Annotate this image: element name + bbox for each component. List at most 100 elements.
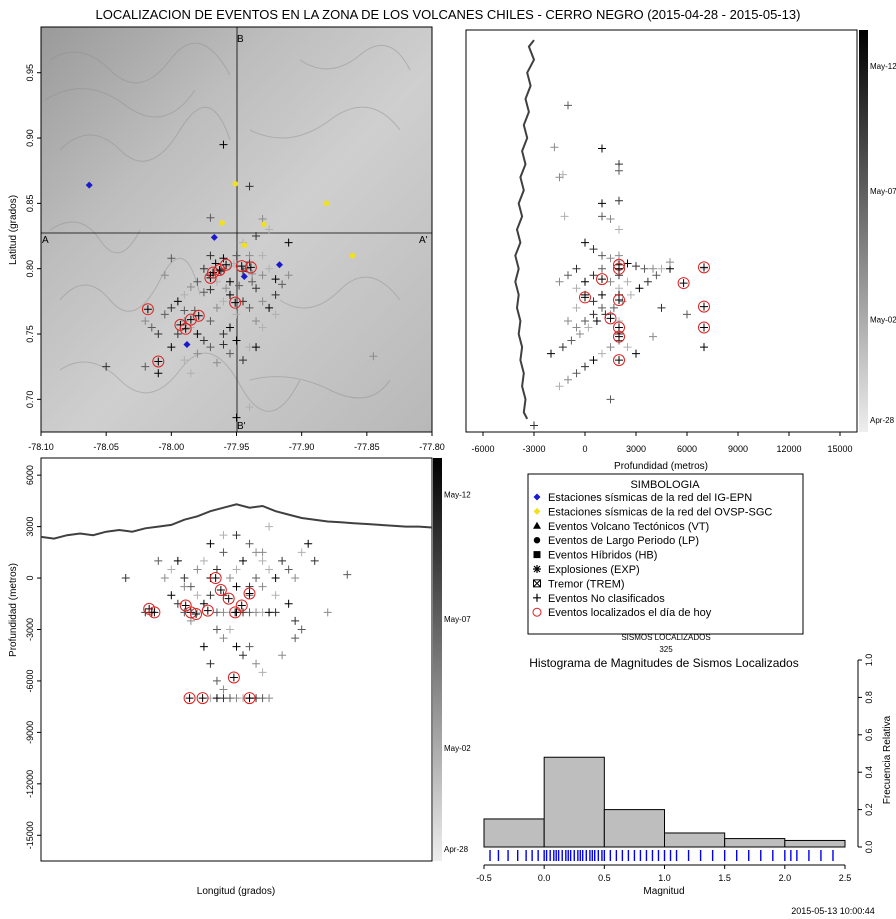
- histogram-y-tick-label: 0.8: [864, 691, 874, 704]
- event-marker: [219, 340, 228, 349]
- lon-y-tick-label: 0: [25, 576, 35, 581]
- today-event-marker-marker: [192, 610, 201, 619]
- histogram-bar: [724, 838, 786, 848]
- event-marker: [555, 173, 564, 182]
- timestamp: 2015-05-13 10:00:44: [791, 906, 875, 916]
- today-event-marker-marker: [154, 357, 163, 366]
- event-marker: [239, 356, 248, 365]
- event-marker: [206, 343, 215, 352]
- today-event-marker-marker: [203, 606, 212, 615]
- event-marker: [186, 282, 195, 291]
- colorbar-label: May-02: [444, 744, 471, 753]
- event-marker: [252, 574, 261, 583]
- event-marker: [572, 323, 581, 332]
- event-marker: [219, 531, 228, 540]
- legend-label: Eventos No clasificados: [548, 593, 665, 605]
- today-event-marker: [141, 303, 154, 316]
- event-marker: [649, 264, 657, 273]
- event-marker: [180, 582, 189, 591]
- colorbar-label: Apr-28: [870, 416, 895, 425]
- topography-line-longitude: [40, 503, 433, 540]
- today-event-marker-marker: [181, 324, 190, 333]
- event-marker: [606, 395, 615, 404]
- event-marker: [102, 362, 111, 371]
- event-marker: [212, 676, 221, 685]
- today-event-marker-marker: [598, 275, 606, 284]
- today-event-marker: [190, 608, 203, 621]
- event-marker: [258, 323, 267, 332]
- today-event-marker: [613, 294, 625, 307]
- event-marker: [245, 251, 254, 260]
- event-marker: [225, 349, 234, 358]
- event-marker: [652, 271, 661, 280]
- depth-x-tick-label: 6000: [677, 444, 697, 454]
- lon-x-label: Longitud (grados): [197, 886, 275, 897]
- event-marker: [252, 316, 261, 325]
- event-marker: [555, 277, 564, 286]
- event-marker: [598, 199, 606, 208]
- event-marker: [609, 303, 618, 312]
- legend-symbol-plus: [533, 593, 541, 602]
- event-marker: [589, 310, 598, 319]
- map-y-axis: 0.70 0.75 0.80 0.85 0.90 0.95: [25, 64, 41, 408]
- event-marker: [271, 310, 280, 319]
- event-marker: [615, 196, 623, 205]
- event-marker: [284, 271, 293, 280]
- event-marker: [615, 251, 623, 260]
- legend-label: Eventos de Largo Periodo (LP): [548, 535, 699, 547]
- event-marker: [154, 556, 163, 565]
- event-marker: [232, 413, 241, 422]
- event-marker: [265, 694, 274, 703]
- event-marker: [657, 303, 666, 312]
- map-y-tick-label: 0.90: [25, 129, 35, 147]
- histogram-title: Histograma de Magnitudes de Sismos Local…: [529, 656, 798, 670]
- today-event-marker-marker: [581, 293, 589, 302]
- event-marker: [206, 251, 215, 260]
- depth-x-tick-label: -3000: [522, 444, 545, 454]
- today-event-marker-marker: [700, 323, 708, 332]
- histogram-y-axis: 0.0 0.2 0.4 0.6 0.8 1.0: [857, 654, 874, 853]
- histogram-y-tick-label: 0.6: [864, 729, 874, 742]
- event-marker: [640, 264, 649, 273]
- map-x-axis: -78.10 -78.05 -78.00 -77.95 -77.90 -77.85 -77.…: [28, 432, 445, 452]
- event-marker: [225, 625, 234, 634]
- event-marker: [180, 356, 189, 365]
- event-marker: [167, 303, 176, 312]
- depth-latitude-panel: -6000 -3000 0 3000 6000 9000 12000 15000 Profun…: [465, 29, 896, 472]
- event-marker: [232, 565, 241, 574]
- event-marker: [606, 254, 615, 263]
- event-marker: [258, 251, 267, 260]
- today-event-marker: [183, 692, 196, 705]
- today-event-marker-marker: [150, 608, 159, 617]
- event-marker: [245, 303, 254, 312]
- today-event-marker-marker: [606, 314, 615, 323]
- lon-y-tick-label: -6000: [25, 669, 35, 692]
- today-event-marker-marker: [246, 263, 255, 272]
- event-marker: [193, 349, 202, 358]
- event-marker: [199, 264, 208, 273]
- legend-label: Eventos localizados el día de hoy: [548, 607, 712, 619]
- lon-y-axis: 6000 3000 0 -3000 -6000 -9000 -12000 -15000: [25, 465, 41, 849]
- today-event-marker: [243, 692, 256, 705]
- event-marker: [560, 212, 569, 221]
- event-marker: [572, 264, 581, 273]
- histogram-rug: [489, 850, 834, 861]
- event-marker: [219, 297, 228, 306]
- map-x-tick-label: -78.05: [93, 442, 119, 452]
- event-marker: [265, 225, 274, 234]
- event-marker: [598, 303, 606, 312]
- depth-x-axis: -6000 -3000 0 3000 6000 9000 12000 15000: [471, 432, 853, 454]
- event-marker: [265, 303, 274, 312]
- event-marker: [232, 642, 241, 651]
- event-marker: [225, 323, 234, 332]
- event-marker: [173, 297, 182, 306]
- today-event-marker: [229, 296, 242, 309]
- event-marker: [199, 642, 208, 651]
- event-marker: [564, 101, 572, 110]
- event-marker: [589, 245, 598, 254]
- colorbar-label: May-07: [870, 187, 896, 196]
- event-marker: [572, 284, 581, 293]
- today-event-marker: [192, 309, 205, 322]
- map-relief-background: [41, 27, 432, 432]
- event-marker: [649, 332, 657, 341]
